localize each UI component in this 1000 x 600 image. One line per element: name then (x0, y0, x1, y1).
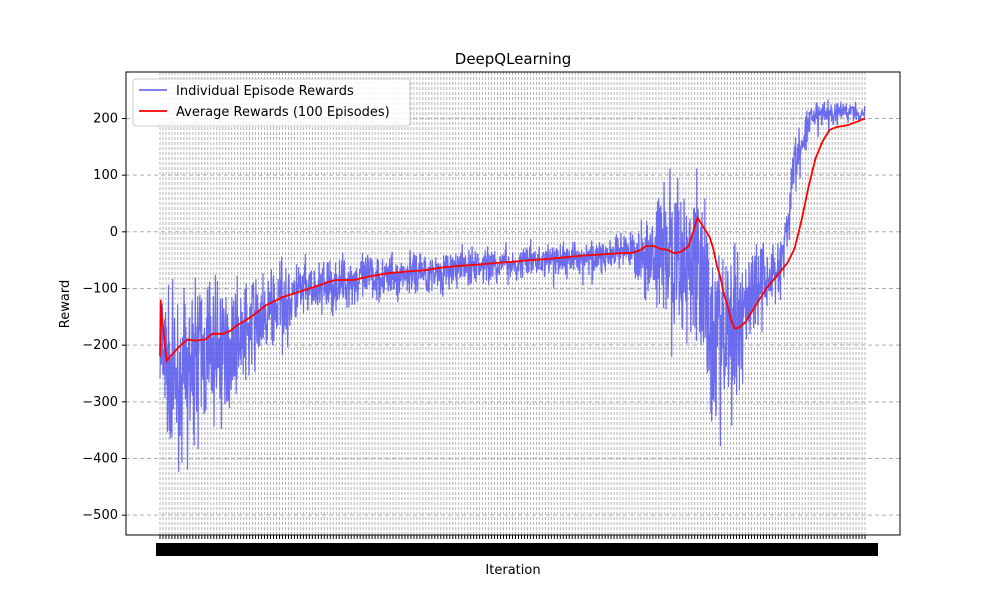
y-tick-label: −300 (82, 395, 118, 410)
chart-title: DeepQLearning (455, 50, 571, 68)
series-average-rewards (159, 117, 866, 364)
y-tick-label: 0 (110, 225, 118, 240)
x-axis-label: Iteration (485, 563, 540, 578)
x-tick-labels-overlap (156, 543, 878, 556)
x-axis-ticks (156, 535, 878, 556)
series-individual-rewards (159, 99, 866, 472)
y-axis-label: Reward (58, 280, 73, 328)
legend-label-average: Average Rewards (100 Episodes) (176, 105, 390, 120)
y-tick-label: −100 (82, 281, 118, 296)
y-tick-label: 100 (93, 168, 118, 183)
y-tick-label: −200 (82, 338, 118, 353)
y-tick-label: −400 (82, 451, 118, 466)
legend-label-individual: Individual Episode Rewards (176, 84, 354, 99)
legend: Individual Episode Rewards Average Rewar… (132, 78, 411, 127)
legend-box (132, 78, 411, 127)
y-tick-label: 200 (93, 111, 118, 126)
y-tick-label: −500 (82, 508, 118, 523)
y-axis-ticks: −500 −400 −300 −200 −100 0 100 200 (82, 111, 126, 523)
series-layer (159, 99, 866, 472)
